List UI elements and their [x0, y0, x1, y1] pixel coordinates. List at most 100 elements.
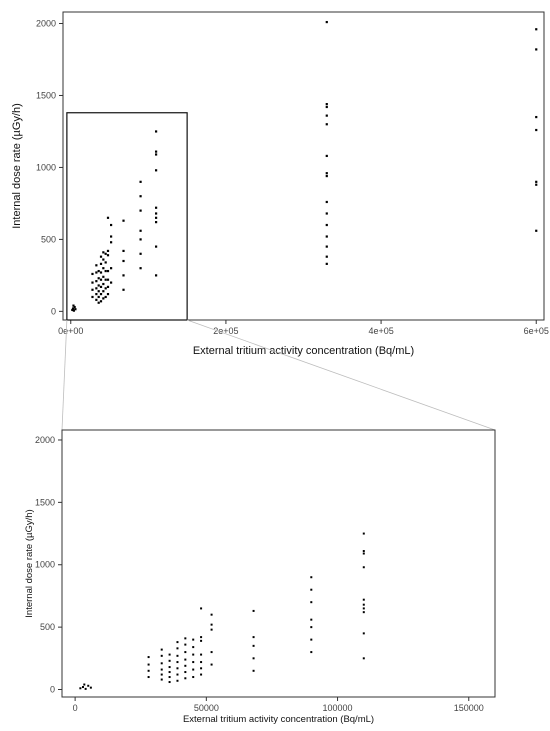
data-point — [104, 295, 107, 299]
data-point — [362, 598, 365, 601]
data-point — [535, 115, 538, 119]
data-point — [106, 292, 110, 296]
data-point — [535, 48, 538, 51]
data-point — [535, 28, 538, 31]
data-point — [154, 221, 158, 224]
data-point — [325, 154, 328, 158]
data-point — [200, 673, 203, 676]
data-point — [110, 235, 113, 238]
data-point — [139, 252, 142, 255]
zoom-connector-right — [186, 319, 496, 431]
data-point — [154, 274, 158, 277]
data-point — [535, 229, 538, 232]
data-point — [72, 309, 75, 312]
data-point — [106, 278, 110, 281]
data-point — [168, 653, 171, 656]
data-point — [184, 658, 187, 661]
data-point — [325, 123, 328, 126]
data-point — [252, 669, 255, 672]
data-point — [192, 676, 195, 679]
data-point — [139, 238, 142, 241]
data-point — [160, 673, 163, 676]
data-point — [325, 174, 328, 178]
data-point — [139, 209, 142, 212]
data-point — [192, 661, 195, 664]
data-point — [325, 245, 328, 248]
data-point — [102, 267, 105, 270]
data-point — [362, 657, 365, 660]
data-point — [99, 271, 103, 274]
data-point — [252, 636, 255, 639]
data-point — [87, 684, 90, 687]
data-point — [168, 681, 171, 684]
data-point — [91, 272, 94, 276]
x-tick-label: 0e+00 — [58, 326, 83, 336]
y-tick-label: 1000 — [36, 162, 56, 172]
data-point — [325, 262, 328, 265]
data-point — [252, 644, 255, 647]
data-point — [110, 241, 113, 244]
data-point — [176, 661, 179, 664]
data-point — [210, 628, 213, 631]
data-point — [310, 651, 313, 654]
data-point — [192, 668, 195, 671]
data-point — [160, 654, 163, 657]
zoom-region-box — [66, 112, 188, 321]
data-point — [102, 282, 105, 286]
y-tick-label: 1500 — [36, 90, 56, 100]
y-tick-label: 500 — [41, 234, 56, 244]
data-point — [154, 245, 158, 248]
x-tick-label: 2e+05 — [213, 326, 238, 336]
data-point — [139, 229, 142, 232]
data-point — [147, 663, 150, 666]
data-point — [154, 216, 158, 219]
data-point — [184, 671, 187, 674]
x-tick-label: 0 — [73, 703, 78, 713]
data-point — [184, 677, 187, 680]
data-point — [74, 308, 77, 311]
x-axis-label: External tritium activity concentration … — [183, 714, 374, 725]
data-point — [154, 169, 158, 172]
data-point — [160, 648, 163, 651]
data-point — [168, 666, 171, 669]
data-point — [104, 252, 107, 255]
y-tick-label: 2000 — [36, 19, 56, 29]
data-point — [362, 603, 365, 606]
y-tick-label: 0 — [50, 685, 55, 695]
data-point — [110, 267, 113, 270]
data-point — [104, 278, 107, 281]
data-point — [154, 130, 158, 133]
data-point — [71, 308, 74, 312]
data-point — [252, 657, 255, 660]
data-point — [325, 212, 328, 215]
x-tick-label: 6e+05 — [524, 326, 549, 336]
data-point — [200, 667, 203, 670]
data-point — [535, 180, 538, 183]
data-point — [325, 103, 328, 106]
data-point — [176, 654, 179, 657]
data-point — [99, 292, 103, 296]
zoom-connector-lines — [61, 319, 496, 431]
x-tick-label: 150000 — [454, 703, 484, 713]
data-point — [200, 661, 203, 664]
data-point — [106, 285, 110, 288]
data-point — [95, 271, 98, 274]
y-tick-label: 2000 — [35, 435, 55, 445]
data-point — [192, 646, 195, 649]
data-point — [97, 301, 100, 304]
data-point — [106, 249, 110, 253]
y-axis-label: Internal dose rate (µGy/h) — [24, 509, 35, 617]
data-point — [99, 285, 103, 288]
data-point — [176, 667, 179, 670]
data-point — [362, 632, 365, 635]
data-point — [99, 300, 103, 303]
data-point — [89, 686, 92, 689]
data-point — [73, 305, 76, 309]
data-point — [176, 679, 179, 682]
data-point — [102, 275, 105, 278]
data-point — [104, 269, 107, 273]
data-point — [168, 659, 171, 662]
data-point — [362, 552, 365, 555]
data-point — [310, 588, 313, 591]
